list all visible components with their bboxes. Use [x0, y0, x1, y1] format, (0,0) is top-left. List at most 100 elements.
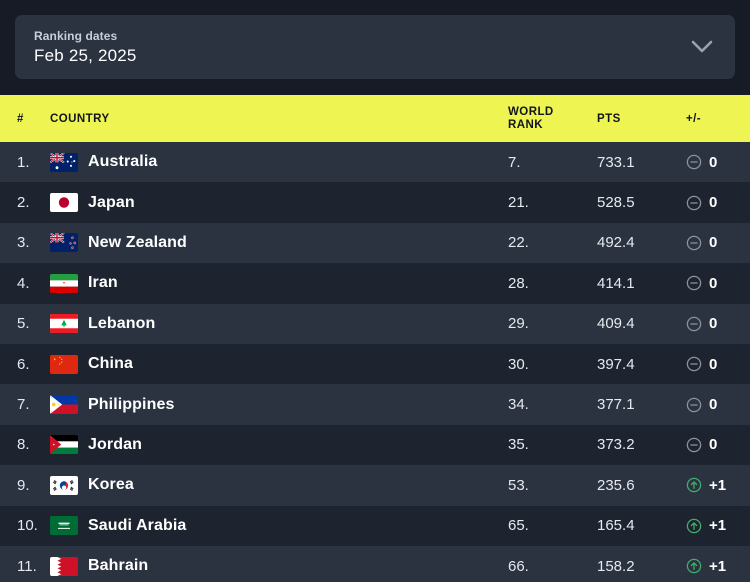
minus-circle-icon — [686, 235, 702, 251]
column-header-country: COUNTRY — [50, 112, 110, 125]
row-country: Philippines — [50, 395, 508, 415]
row-change-value: 0 — [709, 274, 718, 292]
row-change: 0 — [686, 275, 750, 292]
flag-ir-icon — [50, 273, 78, 293]
row-rank: 4. — [17, 274, 30, 292]
row-rank: 1. — [17, 153, 30, 171]
row-change: 0 — [686, 154, 750, 171]
row-world-rank: 7. — [508, 153, 521, 171]
row-country-name: Saudi Arabia — [88, 516, 187, 534]
column-header-rank: # — [17, 112, 24, 125]
column-header-pts: PTS — [597, 112, 621, 125]
row-rank: 5. — [17, 315, 30, 333]
row-rank: 6. — [17, 355, 30, 373]
row-change: 0 — [686, 356, 750, 373]
table-row[interactable]: 3. New Zealand 22. 492.4 0 — [0, 222, 750, 264]
row-rank: 3. — [17, 234, 30, 252]
table-row[interactable]: 5. Lebanon 29. 409.4 0 — [0, 303, 750, 344]
row-pts: 528.5 — [597, 194, 635, 212]
row-pts: 414.1 — [597, 274, 635, 292]
row-pts: 235.6 — [597, 476, 635, 494]
table-row[interactable]: 8. Jordan 35. 373.2 0 — [0, 424, 750, 466]
table-header-row: # COUNTRY WORLD RANK PTS +/- — [0, 95, 750, 142]
table-row[interactable]: 11. Bahrain 66. 158.2 +1 — [0, 545, 750, 582]
row-world-rank: 29. — [508, 315, 529, 333]
chevron-down-icon[interactable] — [687, 32, 717, 62]
row-rank: 2. — [17, 194, 30, 212]
row-pts: 377.1 — [597, 396, 635, 414]
table-row[interactable]: 4. Iran 28. 414.1 0 — [0, 263, 750, 304]
row-change-value: 0 — [709, 194, 718, 212]
flag-jp-icon — [50, 193, 78, 213]
row-change: 0 — [686, 315, 750, 332]
flag-bh-icon — [50, 556, 78, 576]
flag-kr-icon — [50, 475, 78, 495]
row-rank: 8. — [17, 436, 30, 454]
row-pts: 373.2 — [597, 436, 635, 454]
row-change-value: 0 — [709, 315, 718, 333]
row-country: Japan — [50, 193, 508, 213]
row-change-value: +1 — [709, 557, 727, 575]
flag-nz-icon — [50, 233, 78, 253]
row-change: 0 — [686, 436, 750, 453]
row-world-rank: 53. — [508, 476, 529, 494]
row-country-name: Iran — [88, 274, 118, 292]
table-row[interactable]: 9. Korea 53. 235.6 +1 — [0, 465, 750, 506]
ranking-dates-text: Ranking dates Feb 25, 2025 — [34, 29, 687, 66]
row-country: Korea — [50, 475, 508, 495]
row-world-rank: 28. — [508, 274, 529, 292]
row-country: Bahrain — [50, 556, 508, 576]
minus-circle-icon — [686, 316, 702, 332]
row-change: 0 — [686, 194, 750, 211]
row-country: Lebanon — [50, 314, 508, 334]
row-world-rank: 34. — [508, 396, 529, 414]
ranking-dates-value: Feb 25, 2025 — [34, 45, 137, 65]
row-world-rank: 35. — [508, 436, 529, 454]
row-change: 0 — [686, 234, 750, 251]
arrow-up-circle-icon — [686, 518, 702, 534]
flag-au-icon — [50, 152, 78, 172]
ranking-dates-selector[interactable]: Ranking dates Feb 25, 2025 — [15, 15, 735, 79]
row-change-value: 0 — [709, 436, 718, 454]
row-world-rank: 30. — [508, 355, 529, 373]
row-country-name: New Zealand — [88, 233, 187, 251]
minus-circle-icon — [686, 397, 702, 413]
table-row[interactable]: 10. Saudi Arabia 65. 165.4 +1 — [0, 505, 750, 546]
flag-lb-icon — [50, 314, 78, 334]
table-row[interactable]: 7. Philippines 34. 377.1 0 — [0, 384, 750, 425]
row-change-value: 0 — [709, 234, 718, 252]
row-change-value: 0 — [709, 355, 718, 373]
minus-circle-icon — [686, 195, 702, 211]
row-change-value: +1 — [709, 476, 727, 494]
row-country-name: China — [88, 355, 133, 373]
row-country-name: Bahrain — [88, 557, 149, 575]
minus-circle-icon — [686, 437, 702, 453]
rankings-table: # COUNTRY WORLD RANK PTS +/- 1. — [0, 95, 750, 582]
row-country: Saudi Arabia — [50, 516, 508, 536]
table-row[interactable]: 1. Australia 7. 733.1 0 — [0, 142, 750, 183]
row-country: Australia — [50, 152, 508, 172]
row-change-value: 0 — [709, 153, 718, 171]
row-rank: 9. — [17, 476, 30, 494]
row-change: +1 — [686, 477, 750, 494]
row-change-value: 0 — [709, 396, 718, 414]
row-country-name: Lebanon — [88, 314, 156, 332]
column-header-world-rank: WORLD RANK — [508, 106, 597, 132]
row-rank: 10. — [17, 517, 38, 535]
flag-ph-icon — [50, 395, 78, 415]
table-row[interactable]: 6. China 30. 397.4 0 — [0, 343, 750, 385]
arrow-up-circle-icon — [686, 477, 702, 493]
minus-circle-icon — [686, 356, 702, 372]
row-country: Iran — [50, 273, 508, 293]
row-world-rank: 22. — [508, 234, 529, 252]
row-change: +1 — [686, 558, 750, 575]
column-header-world-rank-line1: WORLD — [508, 105, 554, 118]
row-pts: 158.2 — [597, 557, 635, 575]
row-pts: 492.4 — [597, 234, 635, 252]
table-row[interactable]: 2. Japan 21. 528.5 0 — [0, 182, 750, 223]
row-world-rank: 65. — [508, 517, 529, 535]
row-country: Jordan — [50, 435, 508, 455]
row-change: 0 — [686, 396, 750, 413]
row-rank: 11. — [17, 557, 37, 575]
row-pts: 397.4 — [597, 355, 635, 373]
